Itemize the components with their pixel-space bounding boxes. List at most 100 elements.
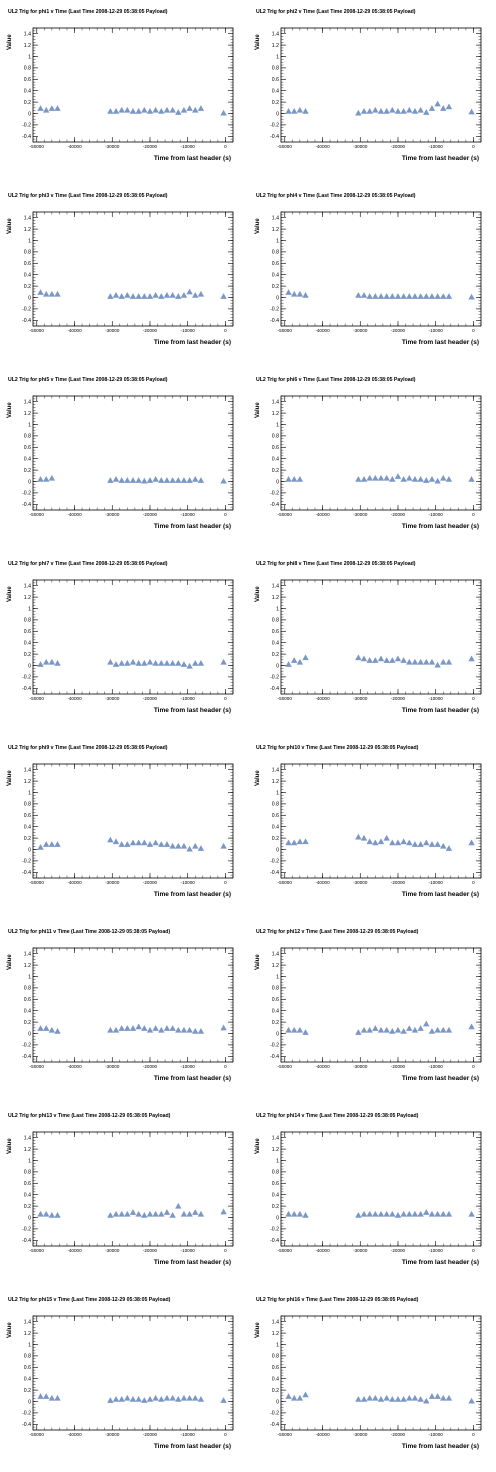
data-point [175,109,182,115]
data-point [372,1210,379,1217]
data-point [192,106,199,113]
data-point [197,845,205,851]
data-point [107,836,114,843]
x-axis-label: Time from last header (s) [153,1259,231,1266]
data-point [434,661,441,668]
data-point [440,1394,447,1401]
plot-area: -0.4 -0.2 0 0.2 0.4 0.6 0.8 1 1.2 1.4 -50000 -40000… [22,947,234,1069]
y-tick-label: 1 [28,790,31,796]
plot-frame [32,1131,234,1247]
data-point [146,108,154,114]
chart-title: UL2 Trig for phi10 v Time (Last Time 200… [256,745,419,751]
chart-title: UL2 Trig for phi1 v Time (Last Time 2008… [8,9,168,15]
x-axis-label: Time from last header (s) [401,1075,479,1082]
y-tick-label: -0.2 [22,307,31,313]
data-point [417,658,424,665]
y-tick-label: 0.6 [272,997,279,1003]
y-tick-label: 0.8 [272,802,279,808]
data-point [445,845,453,851]
chart-title: UL2 Trig for phi11 v Time (Last Time 200… [8,929,171,935]
chart-panel: UL2 Trig for phi15 v Time (Last Time 200… [0,1288,240,1458]
chart-panel: UL2 Trig for phi16 v Time (Last Time 200… [248,1288,488,1458]
data-point [163,106,171,113]
x-tick-label: -10000 [429,328,444,333]
data-point [434,1393,441,1399]
y-tick-label: 1 [276,1342,279,1348]
data-point [296,476,304,482]
y-tick-label: -0.2 [270,123,279,129]
y-tick-label: -0.4 [22,1422,31,1428]
data-point [417,1025,424,1031]
data-point [192,476,199,482]
data-point [146,1026,154,1033]
data-point [428,293,436,299]
data-point [291,1394,298,1401]
data-point [291,476,298,482]
y-tick-label: 1 [276,790,279,796]
data-point [355,1396,362,1402]
data-point [302,1212,309,1218]
data-point [394,1212,402,1218]
data-point [180,477,188,483]
plot-area: -0.4 -0.2 0 0.2 0.4 0.6 0.8 1 1.2 1.4 -50000 -40000… [22,27,234,149]
x-axis-label: Time from last header (s) [401,155,479,162]
x-tick-label: 0 [224,696,227,701]
x-tick-label: -20000 [391,1064,406,1069]
y-tick-label: 0.4 [24,457,31,463]
data-point [383,474,390,481]
x-tick-label: -30000 [105,144,120,149]
data-point [152,1210,159,1217]
data-point [186,662,193,669]
data-point [124,292,131,298]
data-point [48,658,56,665]
data-point [192,842,199,849]
y-tick-label: -0.4 [270,686,279,692]
data-point [366,108,373,114]
data-point [417,476,424,482]
data-point [180,106,188,113]
chart-panel: UL2 Trig for phi13 v Time (Last Time 200… [0,1104,240,1274]
data-point [146,1210,154,1217]
data-point [400,108,407,114]
plot-area: -0.4 -0.2 0 0.2 0.4 0.6 0.8 1 1.2 1.4 -50000 -40000… [22,763,234,885]
x-axis-label: Time from last header (s) [153,339,231,346]
data-point [43,1210,50,1217]
data-point [434,1210,441,1217]
y-tick-label: 0 [28,847,31,853]
data-point [118,293,125,299]
y-tick-label: 0.4 [24,825,31,831]
y-tick-label: 0.6 [24,77,31,83]
data-point [186,288,193,295]
y-tick-label: 0.8 [272,986,279,992]
data-point [394,108,402,114]
x-tick-label: -40000 [67,512,82,517]
data-point [141,839,148,846]
chart-panel: UL2 Trig for phi11 v Time (Last Time 200… [0,920,240,1090]
y-tick-label: -0.4 [270,318,279,324]
y-tick-label: 0.6 [272,1365,279,1371]
chart-title: UL2 Trig for phi16 v Time (Last Time 200… [256,1297,419,1303]
chart-title: UL2 Trig for phi12 v Time (Last Time 200… [256,929,419,935]
data-point [440,1210,447,1217]
y-tick-label: -0.2 [22,1227,31,1233]
y-tick-label: 0.2 [24,1388,31,1394]
data-point [135,1023,142,1030]
data-point [440,842,447,849]
data-point [118,1396,125,1402]
y-tick-label: -0.2 [270,307,279,313]
data-point [434,1026,441,1033]
y-tick-label: 1 [276,606,279,612]
data-point [302,1391,309,1398]
y-tick-label: -0.4 [22,870,31,876]
data-point [169,660,176,666]
y-tick-label: 1.2 [24,963,31,969]
y-tick-label: 1 [276,974,279,980]
data-point [220,293,227,299]
y-tick-label: -0.2 [270,1411,279,1417]
data-point [54,1212,61,1218]
data-point [296,106,304,113]
chart-panel: UL2 Trig for phi3 v Time (Last Time 2008… [0,184,240,354]
data-point [112,661,120,667]
data-point [135,1396,142,1402]
